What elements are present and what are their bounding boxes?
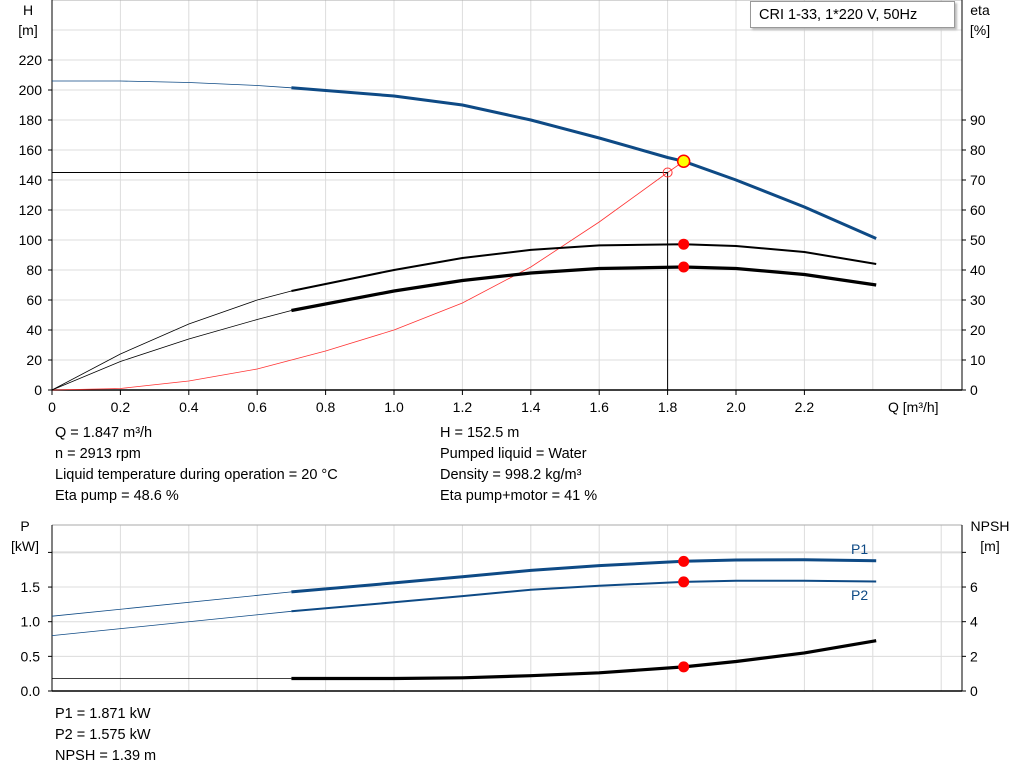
p1-curve-extrapolated (51, 591, 292, 617)
y-tick-label: 120 (19, 202, 43, 218)
y-tick-label: 1.5 (21, 579, 41, 595)
x-tick-label: 1.2 (453, 399, 473, 415)
info-p1: P1 = 1.871 kW (55, 706, 151, 722)
x-tick-label: 1.0 (384, 399, 404, 415)
info-speed: n = 2913 rpm (55, 446, 141, 462)
requested-point-droplines (52, 172, 669, 390)
y2-tick-label: 6 (970, 579, 978, 595)
y2-tick-label: 0 (970, 683, 978, 699)
y2-tick-label: 4 (970, 614, 978, 630)
p2-label: P2 (851, 587, 868, 603)
x-tick-label: 2.0 (726, 399, 746, 415)
y-tick-label: 60 (26, 292, 42, 308)
info-right: H = 152.5 m Pumped liquid = Water Densit… (440, 423, 597, 507)
info-p2: P2 = 1.575 kW (55, 727, 151, 743)
x-tick-label: 0.4 (179, 399, 199, 415)
y2-tick-label: 90 (970, 112, 986, 128)
y2-tick-label: 2 (970, 648, 978, 664)
p1-curve (291, 558, 877, 594)
info-bottom: P1 = 1.871 kW P2 = 1.575 kW NPSH = 1.39 … (55, 704, 156, 767)
y2-axis-unit: [%] (970, 22, 990, 38)
duty-point-marker (676, 154, 691, 168)
y-tick-label: 140 (19, 172, 43, 188)
y2-tick-label: 60 (970, 202, 986, 218)
y2-axis-label: eta (970, 2, 990, 18)
y2-tick-label: 70 (970, 172, 986, 188)
y-axis-label: P (20, 518, 29, 534)
head-curve-extrapolated (52, 80, 292, 89)
y-tick-label: 0 (34, 382, 42, 398)
y-tick-label: 180 (19, 112, 43, 128)
y-tick-label: 200 (19, 82, 43, 98)
y-tick-label: 220 (19, 52, 43, 68)
x-tick-label: 0 (48, 399, 56, 415)
x-tick-label: 0.2 (111, 399, 131, 415)
x-tick-label: 0.8 (316, 399, 336, 415)
p2-curve-extrapolated (51, 610, 292, 636)
y2-tick-label: 30 (970, 292, 986, 308)
y2-tick-label: 50 (970, 232, 986, 248)
y2-tick-label: 0 (970, 382, 978, 398)
head-curve (291, 86, 877, 240)
y-tick-label: 100 (19, 232, 43, 248)
p1-point (678, 555, 690, 567)
y-tick-label: 40 (26, 322, 42, 338)
eta-pump-point (678, 238, 690, 250)
npsh-point (678, 661, 690, 673)
eta-pump-curve (291, 243, 877, 292)
y-tick-label: 0.0 (21, 683, 41, 699)
y-axis-unit: [kW] (11, 538, 39, 554)
x-tick-label: 1.8 (658, 399, 678, 415)
y2-tick-label: 10 (970, 352, 986, 368)
y-axis-label: H (23, 2, 33, 18)
info-eta-pump-motor: Eta pump+motor = 41 % (440, 488, 598, 504)
x-tick-label: 0.6 (247, 399, 267, 415)
info-density: Density = 998.2 kg/m³ (440, 467, 582, 483)
y-tick-label: 80 (26, 262, 42, 278)
p2-point (678, 576, 690, 588)
x-tick-label: 1.4 (521, 399, 541, 415)
x-tick-label: 1.6 (589, 399, 609, 415)
p2-curve (291, 579, 877, 613)
y2-tick-label: 40 (970, 262, 986, 278)
x-axis-label: Q [m³/h] (888, 399, 939, 415)
chart-title: CRI 1-33, 1*220 V, 50Hz (750, 1, 955, 28)
y-tick-label: 1.0 (21, 614, 41, 630)
eta-pump-motor-curve-extrapolated (51, 310, 292, 391)
y-tick-label: 160 (19, 142, 43, 158)
y-tick-label: 20 (26, 352, 42, 368)
y-tick-label: 0.5 (21, 648, 41, 664)
npsh-curve (291, 639, 877, 681)
info-temperature: Liquid temperature during operation = 20… (55, 467, 338, 483)
info-liquid: Pumped liquid = Water (440, 446, 587, 462)
p1-label: P1 (851, 541, 868, 557)
info-left: Q = 1.847 m³/h n = 2913 rpm Liquid tempe… (55, 423, 338, 507)
info-eta-pump: Eta pump = 48.6 % (55, 488, 179, 504)
y2-axis-unit: [m] (980, 538, 999, 554)
eta-pump-curve-extrapolated (51, 290, 292, 391)
info-flow: Q = 1.847 m³/h (55, 425, 153, 441)
eta-pump-motor-curve (291, 265, 877, 313)
y2-tick-label: 80 (970, 142, 986, 158)
y2-axis-label: NPSH (971, 518, 1010, 534)
y2-tick-label: 20 (970, 322, 986, 338)
info-npsh: NPSH = 1.39 m (55, 748, 157, 764)
eta-pump-motor-point (678, 261, 690, 273)
info-head: H = 152.5 m (440, 425, 520, 441)
requested-point-marker (662, 167, 673, 178)
system-curve (51, 160, 684, 391)
x-tick-label: 2.2 (795, 399, 815, 415)
y-axis-unit: [m] (18, 22, 37, 38)
